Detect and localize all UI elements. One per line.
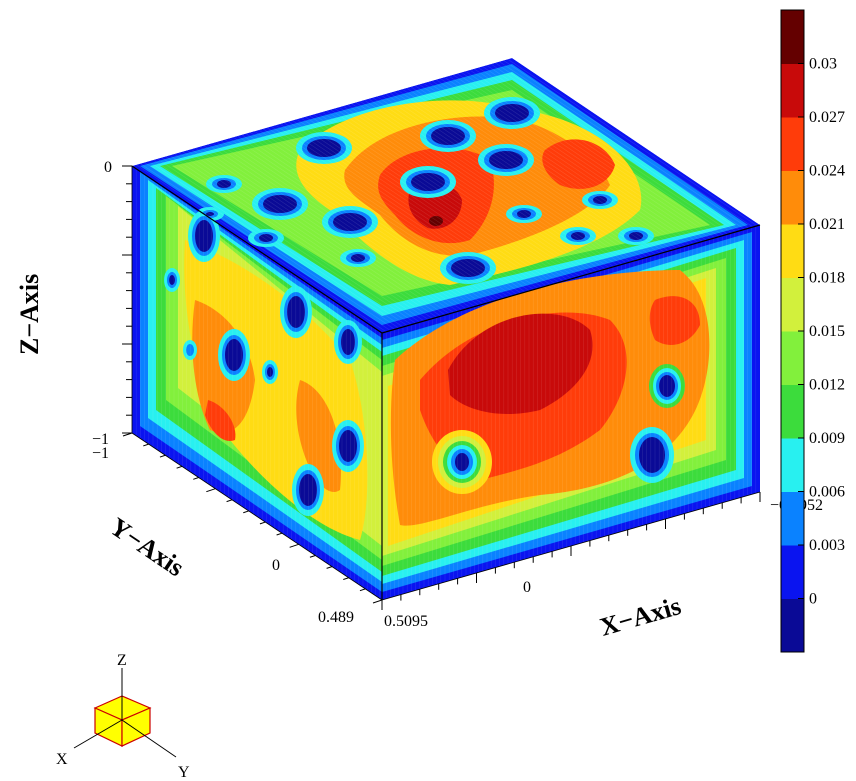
colorbar-label-9: 0.027: [809, 109, 845, 126]
colorbar-band-1: [781, 545, 804, 599]
colorbar-band-3: [781, 438, 804, 492]
y-axis-tick-11: [309, 554, 316, 558]
z-tick-label-0: 0: [104, 159, 112, 176]
z-axis-title: Z−Axis: [15, 274, 44, 355]
cube-left-face: [132, 166, 382, 600]
colorbar-label-8: 0.024: [809, 163, 845, 180]
y-tick-label-minus1: −1: [92, 445, 109, 462]
colorbar-band-11: [781, 10, 804, 64]
y-axis-tick-3: [176, 465, 183, 469]
y-axis-tick-5: [206, 488, 216, 493]
colorbar-label-2: 0.006: [809, 484, 845, 501]
y-axis-tick-4: [193, 477, 199, 480]
x-tick-label-05095: 0.5095: [384, 613, 428, 630]
top-face-minima: [196, 97, 654, 284]
colorbar-band-10: [781, 63, 804, 118]
axis-ticks: [122, 165, 761, 610]
colorbar-label-1: 0.003: [809, 537, 845, 554]
y-tick-label-0: 0: [272, 557, 280, 574]
triad-x-label: X: [56, 751, 68, 768]
colorbar-band-0: [781, 598, 804, 653]
colorbar-band-2: [781, 491, 804, 546]
y-axis-tick-6: [226, 499, 233, 503]
cube-right-face: [382, 225, 760, 600]
x-axis-title: X−Axis: [597, 591, 685, 642]
colorbar-label-5: 0.015: [809, 323, 845, 340]
colorbar-band-8: [781, 170, 804, 225]
surface-mesh: [132, 58, 758, 600]
colorbar: 0 0.003 0.006 0.009 0.012 0.015 0.018 0.021 0.02…: [780, 9, 845, 653]
colorbar-band-4: [781, 384, 804, 439]
y-axis-tick-12: [326, 566, 333, 569]
x-tick-label-0: 0: [523, 579, 531, 596]
right-face-minima: [432, 364, 685, 494]
cube-top-face: [132, 58, 760, 333]
colorbar-band-5: [781, 331, 804, 385]
orientation-triad: Z X Y: [56, 652, 190, 781]
y-axis-tick-9: [276, 532, 283, 536]
colorbar-band-6: [781, 277, 804, 332]
y-axis-tick-10: [289, 543, 299, 548]
colorbar-label-0: 0: [809, 591, 817, 608]
y-axis-tick-14: [359, 588, 366, 592]
y-axis-title: Y−Axis: [105, 512, 190, 582]
triad-z-label: Z: [117, 652, 127, 669]
triad-y-label: Y: [178, 764, 190, 781]
y-axis-tick-2: [159, 454, 166, 458]
left-face-minima: [164, 210, 364, 516]
colorbar-label-7: 0.021: [809, 216, 845, 233]
colorbar-label-6: 0.018: [809, 270, 845, 287]
colorbar-label-4: 0.012: [809, 377, 845, 394]
y-axis-tick-7: [243, 510, 249, 514]
y-axis-tick-0: [122, 432, 133, 437]
y-axis-tick-1: [143, 443, 149, 447]
colorbar-band-7: [781, 224, 804, 278]
y-tick-label-0489: 0.489: [318, 609, 354, 626]
y-axis-tick-8: [259, 521, 266, 525]
y-axis-tick-15: [372, 599, 383, 604]
triad-right-face: [121, 707, 151, 747]
colorbar-label-10: 0.03: [809, 56, 837, 73]
colorbar-band-9: [781, 117, 804, 171]
colorbar-label-3: 0.009: [809, 430, 845, 447]
z-tick-label-minus1: −1: [92, 431, 109, 448]
y-axis-tick-13: [343, 577, 349, 581]
